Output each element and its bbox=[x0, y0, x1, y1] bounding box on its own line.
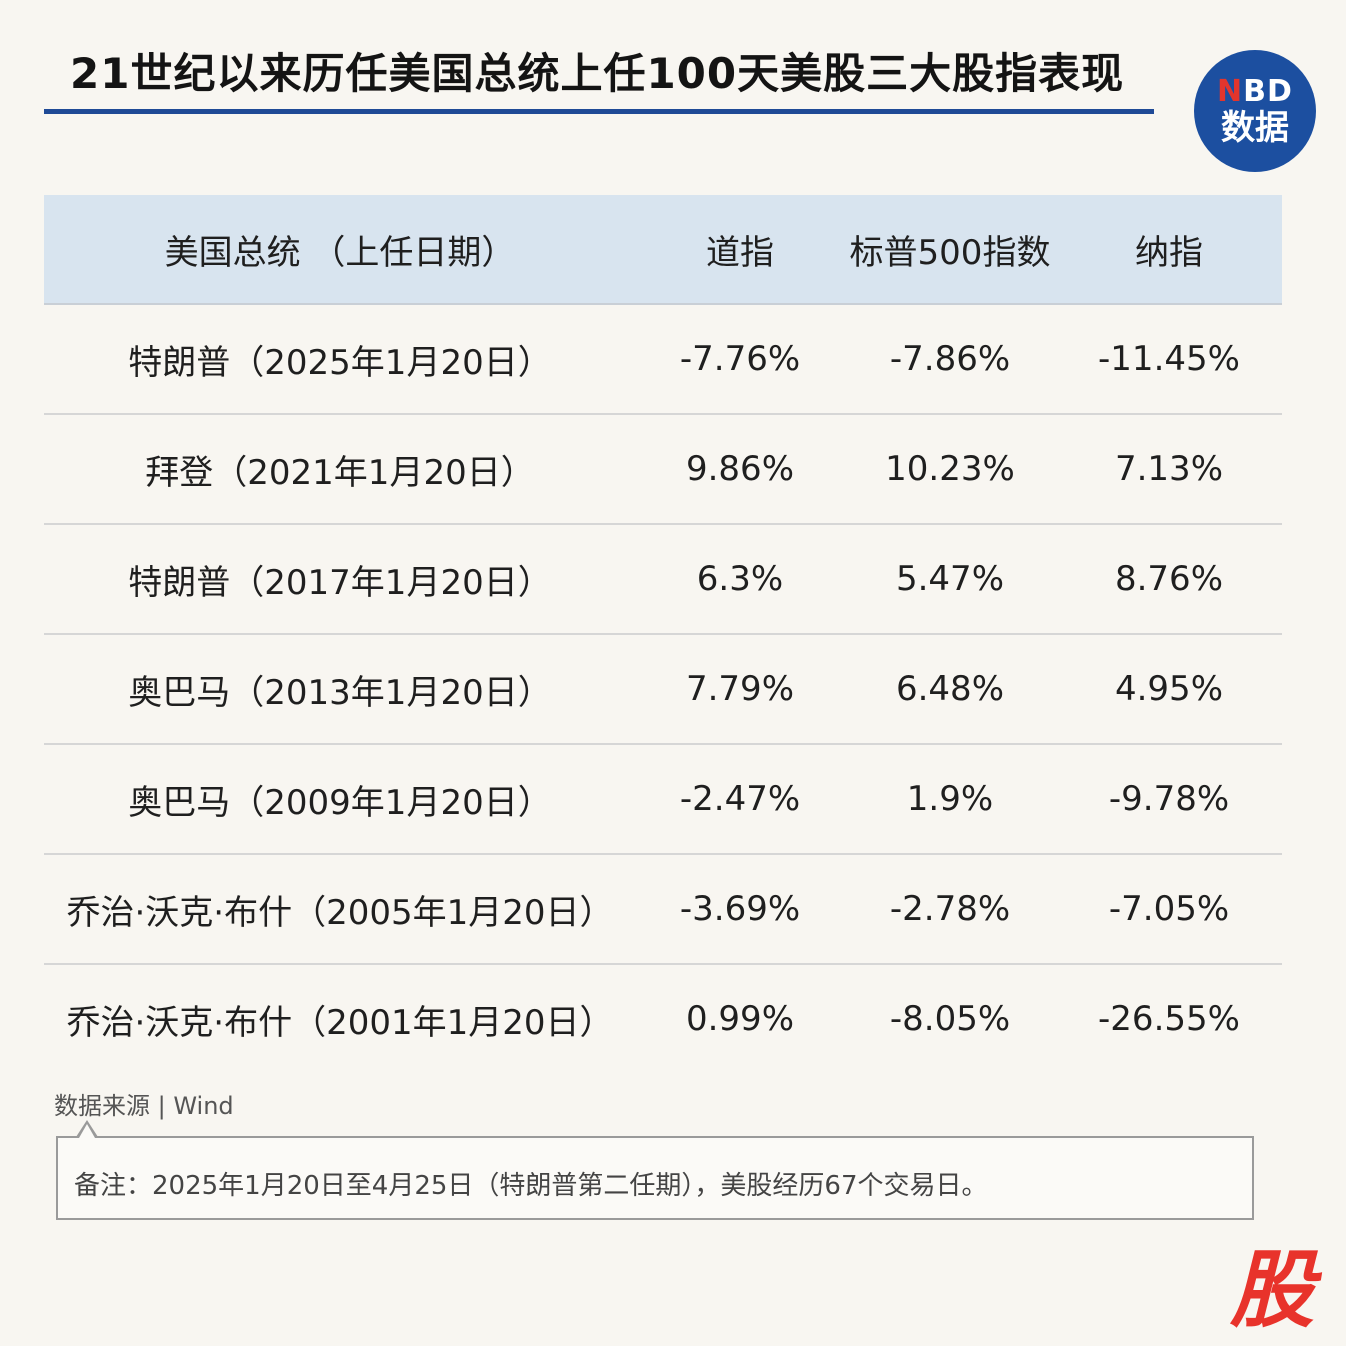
cell-nasdaq: 4.95% bbox=[1114, 669, 1223, 709]
note-text: 备注：2025年1月20日至4月25日（特朗普第二任期），美股经历67个交易日。 bbox=[74, 1171, 988, 1201]
table-row: 乔治·沃克·布什（2001年1月20日） 0.99% -8.05% -26.55… bbox=[44, 965, 1282, 1073]
cell-nasdaq: -26.55% bbox=[1098, 999, 1240, 1039]
cell-nasdaq: -11.45% bbox=[1098, 339, 1240, 379]
nbd-logo: NBD 数据 bbox=[1194, 50, 1316, 172]
header-cell-sp500: 标普500指数 bbox=[849, 232, 1051, 273]
chart-title: 21世纪以来历任美国总统上任100天美股三大股指表现 bbox=[70, 49, 1125, 98]
cell-sp500: 5.47% bbox=[895, 559, 1004, 599]
cell-president: 拜登（2021年1月20日） bbox=[145, 452, 535, 493]
brand-stock-mark: 股 bbox=[1230, 1241, 1315, 1339]
table-row: 乔治·沃克·布什（2005年1月20日） -3.69% -2.78% -7.05… bbox=[44, 855, 1282, 965]
cell-nasdaq: 7.13% bbox=[1114, 449, 1223, 489]
cell-dow: -2.47% bbox=[679, 779, 801, 819]
title-underline bbox=[44, 109, 1154, 114]
cell-sp500: -8.05% bbox=[889, 999, 1011, 1039]
table-row: 奥巴马（2013年1月20日） 7.79% 6.48% 4.95% bbox=[44, 635, 1282, 745]
logo-letters-bd: BD bbox=[1243, 74, 1293, 109]
cell-dow: 0.99% bbox=[685, 999, 794, 1039]
cell-president: 特朗普（2025年1月20日） bbox=[128, 342, 552, 383]
header-cell-nasdaq: 纳指 bbox=[1135, 232, 1203, 273]
cell-president: 乔治·沃克·布什（2005年1月20日） bbox=[66, 892, 614, 933]
logo-letter-n: N bbox=[1217, 74, 1244, 109]
note-box bbox=[56, 1136, 1254, 1220]
data-table: 美国总统 （上任日期） 道指 标普500指数 纳指 特朗普（2025年1月20日… bbox=[44, 195, 1282, 1073]
table-row: 特朗普（2017年1月20日） 6.3% 5.47% 8.76% bbox=[44, 525, 1282, 635]
cell-nasdaq: 8.76% bbox=[1114, 559, 1223, 599]
cell-dow: -7.76% bbox=[679, 339, 801, 379]
table-header-row: 美国总统 （上任日期） 道指 标普500指数 纳指 bbox=[44, 195, 1282, 305]
logo-bottom-text: 数据 bbox=[1221, 108, 1289, 148]
cell-nasdaq: -9.78% bbox=[1108, 779, 1230, 819]
table-row: 奥巴马（2009年1月20日） -2.47% 1.9% -9.78% bbox=[44, 745, 1282, 855]
cell-sp500: 10.23% bbox=[885, 449, 1015, 489]
cell-dow: 6.3% bbox=[696, 559, 784, 599]
cell-sp500: -7.86% bbox=[889, 339, 1011, 379]
cell-president: 乔治·沃克·布什（2001年1月20日） bbox=[66, 1002, 614, 1043]
table-row: 拜登（2021年1月20日） 9.86% 10.23% 7.13% bbox=[44, 415, 1282, 525]
cell-president: 特朗普（2017年1月20日） bbox=[128, 562, 552, 603]
cell-nasdaq: -7.05% bbox=[1108, 889, 1230, 929]
header-cell-dow: 道指 bbox=[706, 232, 774, 273]
data-source: 数据来源 | Wind bbox=[54, 1092, 234, 1120]
cell-sp500: -2.78% bbox=[889, 889, 1011, 929]
cell-sp500: 6.48% bbox=[895, 669, 1004, 709]
cell-dow: 7.79% bbox=[685, 669, 794, 709]
cell-president: 奥巴马（2009年1月20日） bbox=[128, 782, 552, 823]
cell-president: 奥巴马（2013年1月20日） bbox=[128, 672, 552, 713]
header-cell-president: 美国总统 （上任日期） bbox=[164, 232, 516, 273]
note-box-pointer-fill bbox=[79, 1124, 95, 1138]
cell-dow: 9.86% bbox=[685, 449, 794, 489]
cell-dow: -3.69% bbox=[679, 889, 801, 929]
logo-top-text: NBD bbox=[1217, 77, 1293, 107]
cell-sp500: 1.9% bbox=[906, 779, 994, 819]
table-row: 特朗普（2025年1月20日） -7.76% -7.86% -11.45% bbox=[44, 305, 1282, 415]
